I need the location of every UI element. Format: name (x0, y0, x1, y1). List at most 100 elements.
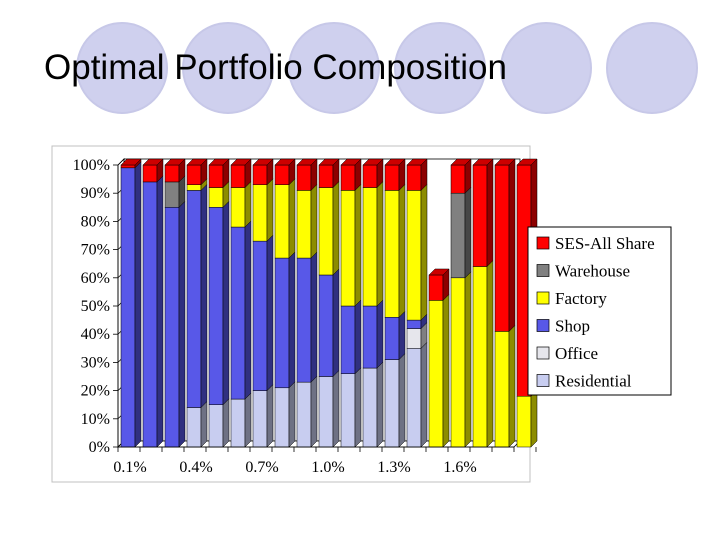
decor-circle (182, 22, 274, 114)
bar-segment (274, 164, 290, 185)
bar-segment (208, 207, 224, 405)
legend-swatch (536, 346, 550, 360)
bar-stack (120, 158, 142, 448)
chart-legend: SES-All Share Warehouse Factory Shop Office R… (527, 226, 672, 396)
bar-top-face (318, 158, 340, 166)
bar-segment (164, 164, 180, 183)
bar-segment-side (244, 180, 252, 228)
bar-segment-side (464, 186, 472, 279)
bar-segment (208, 404, 224, 448)
legend-item: SES-All Share (536, 234, 655, 253)
x-tick-label: 0.4% (179, 459, 212, 476)
decor-circle (606, 22, 698, 114)
bar-segment-side (398, 183, 406, 318)
legend-label: Shop (555, 317, 590, 336)
bar-segment-side (310, 251, 318, 383)
bar-segment-side (420, 341, 428, 448)
bar-segment (384, 164, 400, 191)
bar-segment (274, 387, 290, 448)
bar-segment-side (376, 299, 384, 369)
bar-segment-side (442, 293, 450, 448)
bar-segment (230, 226, 246, 400)
bar-segment (406, 164, 422, 191)
y-tick-label: 30% (81, 354, 110, 371)
bar-segment (494, 331, 510, 448)
bar-segment (340, 305, 356, 374)
bar-top-face (230, 158, 252, 166)
bar-segment (472, 266, 488, 448)
bar-segment (340, 190, 356, 307)
bar-segment (428, 274, 444, 301)
bar-top-face (362, 158, 384, 166)
bar-top-face (428, 268, 450, 276)
y-tick-label: 70% (81, 242, 110, 259)
slide-title: Optimal Portfolio Composition (44, 48, 507, 87)
bar-segment (274, 184, 290, 259)
bar-top-face (208, 158, 230, 166)
bar-stack (252, 158, 274, 448)
bar-segment-side (508, 324, 516, 448)
x-axis: 0.1% 0.4% 0.7% 1.0% 1.3% 1.6% (113, 446, 537, 476)
bar-segment (406, 328, 422, 349)
bar-stack (274, 158, 296, 448)
bar-segment-side (178, 200, 186, 448)
bar-segment (164, 181, 180, 208)
bar-segment (362, 187, 378, 307)
bar-segment-side (288, 381, 296, 448)
bar-top-face (516, 158, 538, 166)
y-tick-label: 0% (89, 439, 110, 456)
bar-top-face (142, 158, 164, 166)
bar-segment-side (354, 183, 362, 307)
x-tick-label: 1.6% (443, 459, 476, 476)
bar-top-face (384, 158, 406, 166)
bar-segment (252, 390, 268, 448)
bar-stack (406, 158, 428, 448)
chart-bars (120, 158, 538, 448)
bar-top-face (340, 158, 362, 166)
bar-segment (142, 181, 158, 448)
legend-swatch (536, 291, 550, 305)
bar-segment (450, 164, 466, 194)
bar-segment (318, 274, 334, 377)
bar-stack (230, 158, 252, 448)
legend-label: Office (555, 344, 598, 363)
bar-segment-side (332, 268, 340, 378)
bar-segment (230, 164, 246, 188)
decor-circle (500, 22, 592, 114)
bar-segment (340, 164, 356, 191)
legend-swatch (536, 264, 550, 277)
bar-segment (252, 164, 268, 185)
y-tick-label: 50% (81, 298, 110, 315)
bar-segment-side (244, 392, 252, 448)
bar-segment (208, 187, 224, 208)
y-tick-label: 90% (81, 185, 110, 202)
bar-segment (252, 184, 268, 242)
bar-segment-side (354, 299, 362, 375)
bar-segment (208, 164, 224, 188)
bar-segment (164, 207, 180, 448)
bar-segment-side (288, 251, 296, 389)
decor-circle (76, 22, 168, 114)
y-tick-label: 40% (81, 326, 110, 343)
x-tick-label: 1.3% (377, 459, 410, 476)
bar-segment (296, 164, 312, 191)
bar-segment (450, 192, 466, 279)
decor-circle (288, 22, 380, 114)
bar-top-face (274, 158, 296, 166)
legend-item: Shop (536, 317, 590, 336)
bar-stack (186, 158, 208, 448)
bar-segment (296, 381, 312, 448)
legend-item: Warehouse (536, 262, 630, 281)
bar-segment (494, 164, 510, 332)
bar-segment-side (486, 158, 494, 268)
x-tick-label: 0.7% (245, 459, 278, 476)
bar-segment-side (376, 361, 384, 448)
x-tick-label: 0.1% (113, 459, 146, 476)
bar-top-face (252, 158, 274, 166)
bar-stack (362, 158, 384, 448)
bar-segment (296, 190, 312, 259)
bar-stack (450, 158, 472, 448)
legend-swatch (536, 374, 550, 387)
bar-segment-side (222, 200, 230, 406)
